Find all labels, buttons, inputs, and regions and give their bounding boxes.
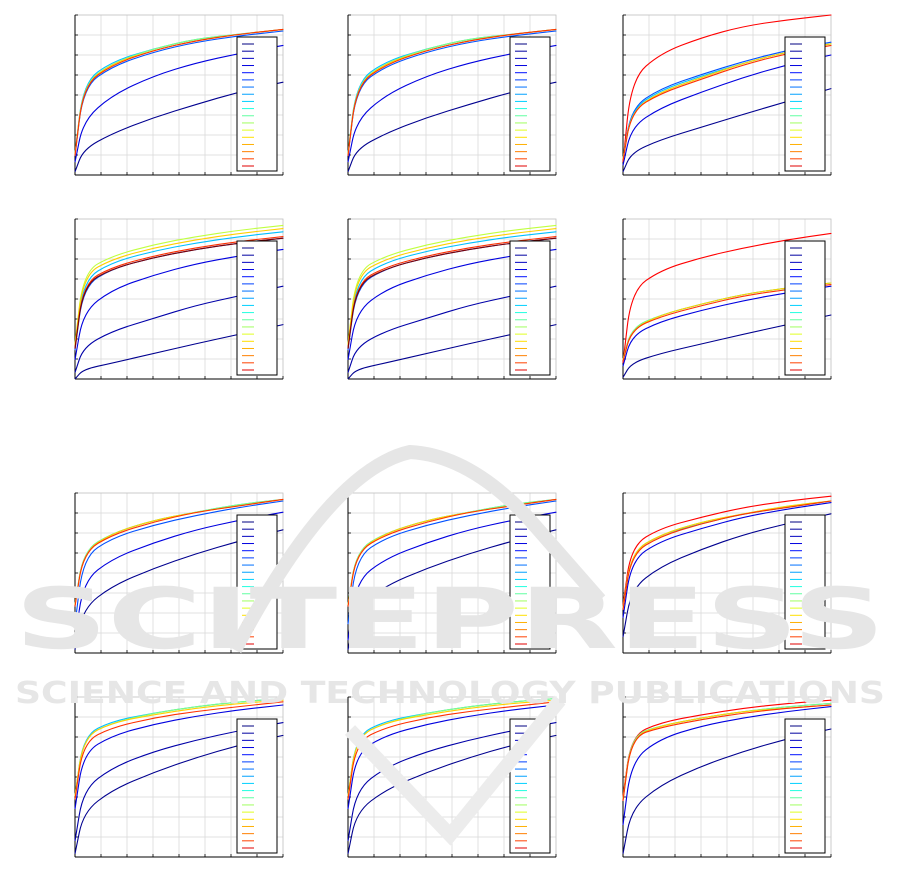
legend-box xyxy=(236,36,278,172)
chart-panel-4 xyxy=(74,218,284,380)
legend-box xyxy=(509,718,551,854)
series-line-1 xyxy=(622,232,832,364)
chart-panel-7 xyxy=(74,492,284,654)
chart-panel-6 xyxy=(622,218,832,380)
legend-box xyxy=(509,240,551,376)
chart-panel-2 xyxy=(347,14,557,176)
series-line-7 xyxy=(74,28,284,156)
legend-box xyxy=(236,718,278,854)
series-line-6 xyxy=(74,699,284,797)
legend-box xyxy=(784,36,826,172)
series-line-7 xyxy=(347,28,557,156)
series-line-3 xyxy=(622,706,832,826)
chart-panel-5 xyxy=(347,218,557,380)
chart-panel-8 xyxy=(347,492,557,654)
legend-box xyxy=(236,240,278,376)
series-line-3 xyxy=(622,502,832,618)
series-line-7 xyxy=(74,701,284,800)
chart-panel-1 xyxy=(74,14,284,176)
legend-box xyxy=(509,36,551,172)
legend-box xyxy=(236,514,278,650)
chart-panel-9 xyxy=(622,492,832,654)
legend-box xyxy=(784,240,826,376)
chart-panel-10 xyxy=(74,696,284,858)
series-line-7 xyxy=(347,228,557,346)
chart-panel-11 xyxy=(347,696,557,858)
series-line-7 xyxy=(622,500,832,610)
series-line-7 xyxy=(74,228,284,346)
series-line-7 xyxy=(622,704,832,802)
series-line-1 xyxy=(622,495,832,606)
legend-box xyxy=(784,718,826,854)
series-line-1 xyxy=(622,14,832,163)
chart-panel-3 xyxy=(622,14,832,176)
series-line-3 xyxy=(74,704,284,810)
chart-panel-12 xyxy=(622,696,832,858)
legend-box xyxy=(509,514,551,650)
legend-box xyxy=(784,514,826,650)
